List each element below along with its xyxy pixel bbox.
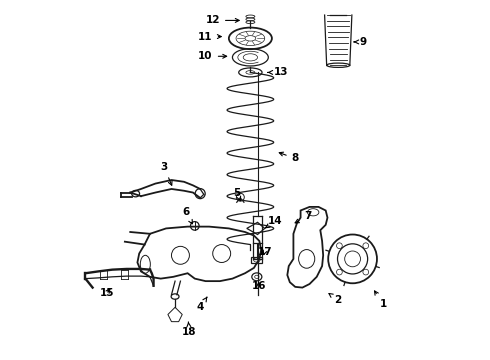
Text: 10: 10	[198, 51, 227, 61]
Text: 14: 14	[265, 216, 283, 228]
Text: 18: 18	[182, 322, 196, 337]
Text: 4: 4	[196, 297, 207, 312]
Text: 16: 16	[251, 281, 266, 291]
Text: 1: 1	[374, 291, 387, 309]
Text: 6: 6	[182, 207, 193, 224]
Text: 11: 11	[198, 32, 221, 41]
Text: 5: 5	[234, 188, 241, 201]
Text: 2: 2	[329, 293, 342, 305]
Text: 12: 12	[205, 15, 239, 26]
Text: 7: 7	[295, 211, 312, 223]
Text: 9: 9	[354, 37, 367, 47]
Text: 13: 13	[268, 67, 288, 77]
Text: 17: 17	[257, 247, 272, 257]
Text: 8: 8	[279, 152, 299, 163]
Text: 15: 15	[99, 288, 114, 298]
Text: 3: 3	[161, 162, 172, 185]
